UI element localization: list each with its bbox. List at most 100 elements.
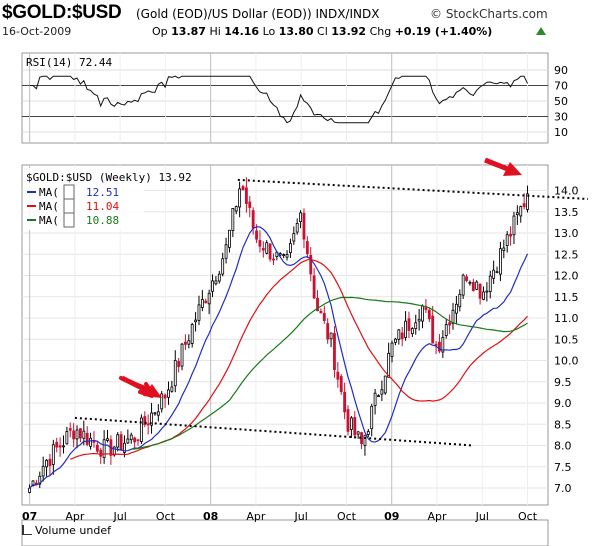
candle-body [65, 431, 69, 445]
candle-body [211, 280, 214, 292]
candle-body [170, 386, 174, 392]
candle-body [421, 305, 424, 322]
candle-body [400, 332, 404, 340]
support-trendline [74, 416, 474, 447]
candle-body [380, 389, 384, 395]
candle-body [515, 212, 519, 216]
ma-slow-line [131, 296, 528, 450]
lo-value: 13.80 [278, 25, 314, 38]
candle-body [221, 258, 225, 275]
candle-body [119, 434, 123, 450]
candle-body [272, 258, 275, 261]
candle-body [160, 393, 164, 410]
candle-body [31, 480, 35, 487]
candle-body [268, 243, 272, 260]
candle-body [475, 281, 479, 290]
arrow-icon-head [503, 162, 522, 176]
candle-body [244, 187, 248, 204]
chg-value: +0.19 (+1.40%) [394, 25, 493, 38]
candle-body [512, 215, 516, 236]
candle-body [282, 254, 286, 257]
candle-body [370, 405, 374, 430]
candle-body [28, 487, 32, 493]
candle-body [353, 417, 357, 436]
volume-icon [22, 525, 32, 535]
candle-body [41, 465, 45, 477]
legend-ma-value: 11.04 [86, 200, 119, 213]
candle-body [194, 319, 198, 323]
candle-body [214, 280, 218, 285]
rsi-tick-label: 30 [554, 111, 568, 124]
price-y-tick-label: 8.5 [554, 418, 572, 431]
candle-body [346, 409, 350, 432]
candle-body [363, 434, 367, 446]
candle-body [519, 206, 523, 217]
price-y-tick-label: 10.0 [554, 355, 579, 368]
volume-text: Volume undef [35, 524, 111, 537]
candle-body [136, 439, 140, 442]
candle-body [75, 429, 79, 440]
candle-body [187, 340, 191, 345]
candle-body [153, 412, 157, 415]
brand-label[interactable]: © StockCharts.com [430, 7, 548, 21]
legend-main-label: $GOLD:$USD (Weekly) 13.92 [26, 171, 192, 184]
cl-label: Cl [317, 25, 328, 38]
candle-body [204, 300, 208, 304]
candle-body [339, 376, 343, 393]
x-tick-label: 09 [384, 510, 399, 523]
candle-body [336, 371, 340, 380]
candle-body [502, 247, 506, 252]
candle-body [45, 459, 48, 468]
candle-body [373, 392, 377, 406]
candle-body [197, 304, 201, 321]
chart-description: (Gold (EOD)/US Dollar (EOD)) INDX/INDX [136, 7, 380, 21]
candle-body [207, 292, 211, 305]
candle-body [55, 441, 59, 448]
chart-title: $GOLD:$USD [2, 2, 122, 23]
candle-body [444, 324, 448, 336]
candle-body [228, 229, 231, 248]
candle-body [102, 439, 106, 458]
price-y-tick-label: 7.5 [554, 461, 572, 474]
x-tick-label: Oct [518, 510, 538, 523]
price-y-tick-label: 10.5 [554, 333, 579, 346]
candle-body [343, 391, 347, 413]
candle-body [62, 445, 65, 448]
candle-body [424, 307, 428, 310]
candle-body [410, 328, 414, 334]
candle-body [326, 323, 330, 340]
x-tick-label: Apr [65, 510, 85, 523]
hi-value: 14.16 [224, 25, 260, 38]
candle-body [305, 241, 309, 255]
candle-body [224, 244, 228, 259]
candle-body [394, 338, 397, 343]
candle-body [438, 341, 441, 352]
rsi-panel [21, 52, 549, 144]
candle-body [234, 206, 238, 212]
legend-ma-label: MA( [39, 186, 59, 199]
price-y-tick-label: 9.5 [554, 376, 572, 389]
op-label: Op [152, 25, 168, 38]
price-y-tick-label: 12.5 [554, 248, 579, 261]
candle-body [79, 428, 82, 439]
candle-body [526, 193, 529, 210]
candle-body [238, 188, 242, 208]
rsi-tick-label: 70 [554, 80, 568, 93]
candle-body [51, 444, 55, 465]
candle-body [478, 283, 482, 299]
candle-body [434, 343, 438, 346]
candle-body [397, 329, 401, 340]
legend-hidden-period-box [63, 184, 75, 200]
price-y-tick-label: 9.0 [554, 397, 572, 410]
candle-body [366, 431, 370, 435]
candle-body [417, 318, 421, 322]
candle-body [143, 416, 147, 426]
candle-body [458, 293, 462, 308]
rsi-tick-label: 50 [554, 95, 568, 108]
price-y-tick-label: 14.0 [554, 185, 579, 198]
price-y-tick-label: 13.0 [554, 227, 579, 240]
candle-body [133, 437, 137, 443]
legend-ma-label: MA( [39, 200, 59, 213]
resistance-trendline [237, 178, 589, 200]
